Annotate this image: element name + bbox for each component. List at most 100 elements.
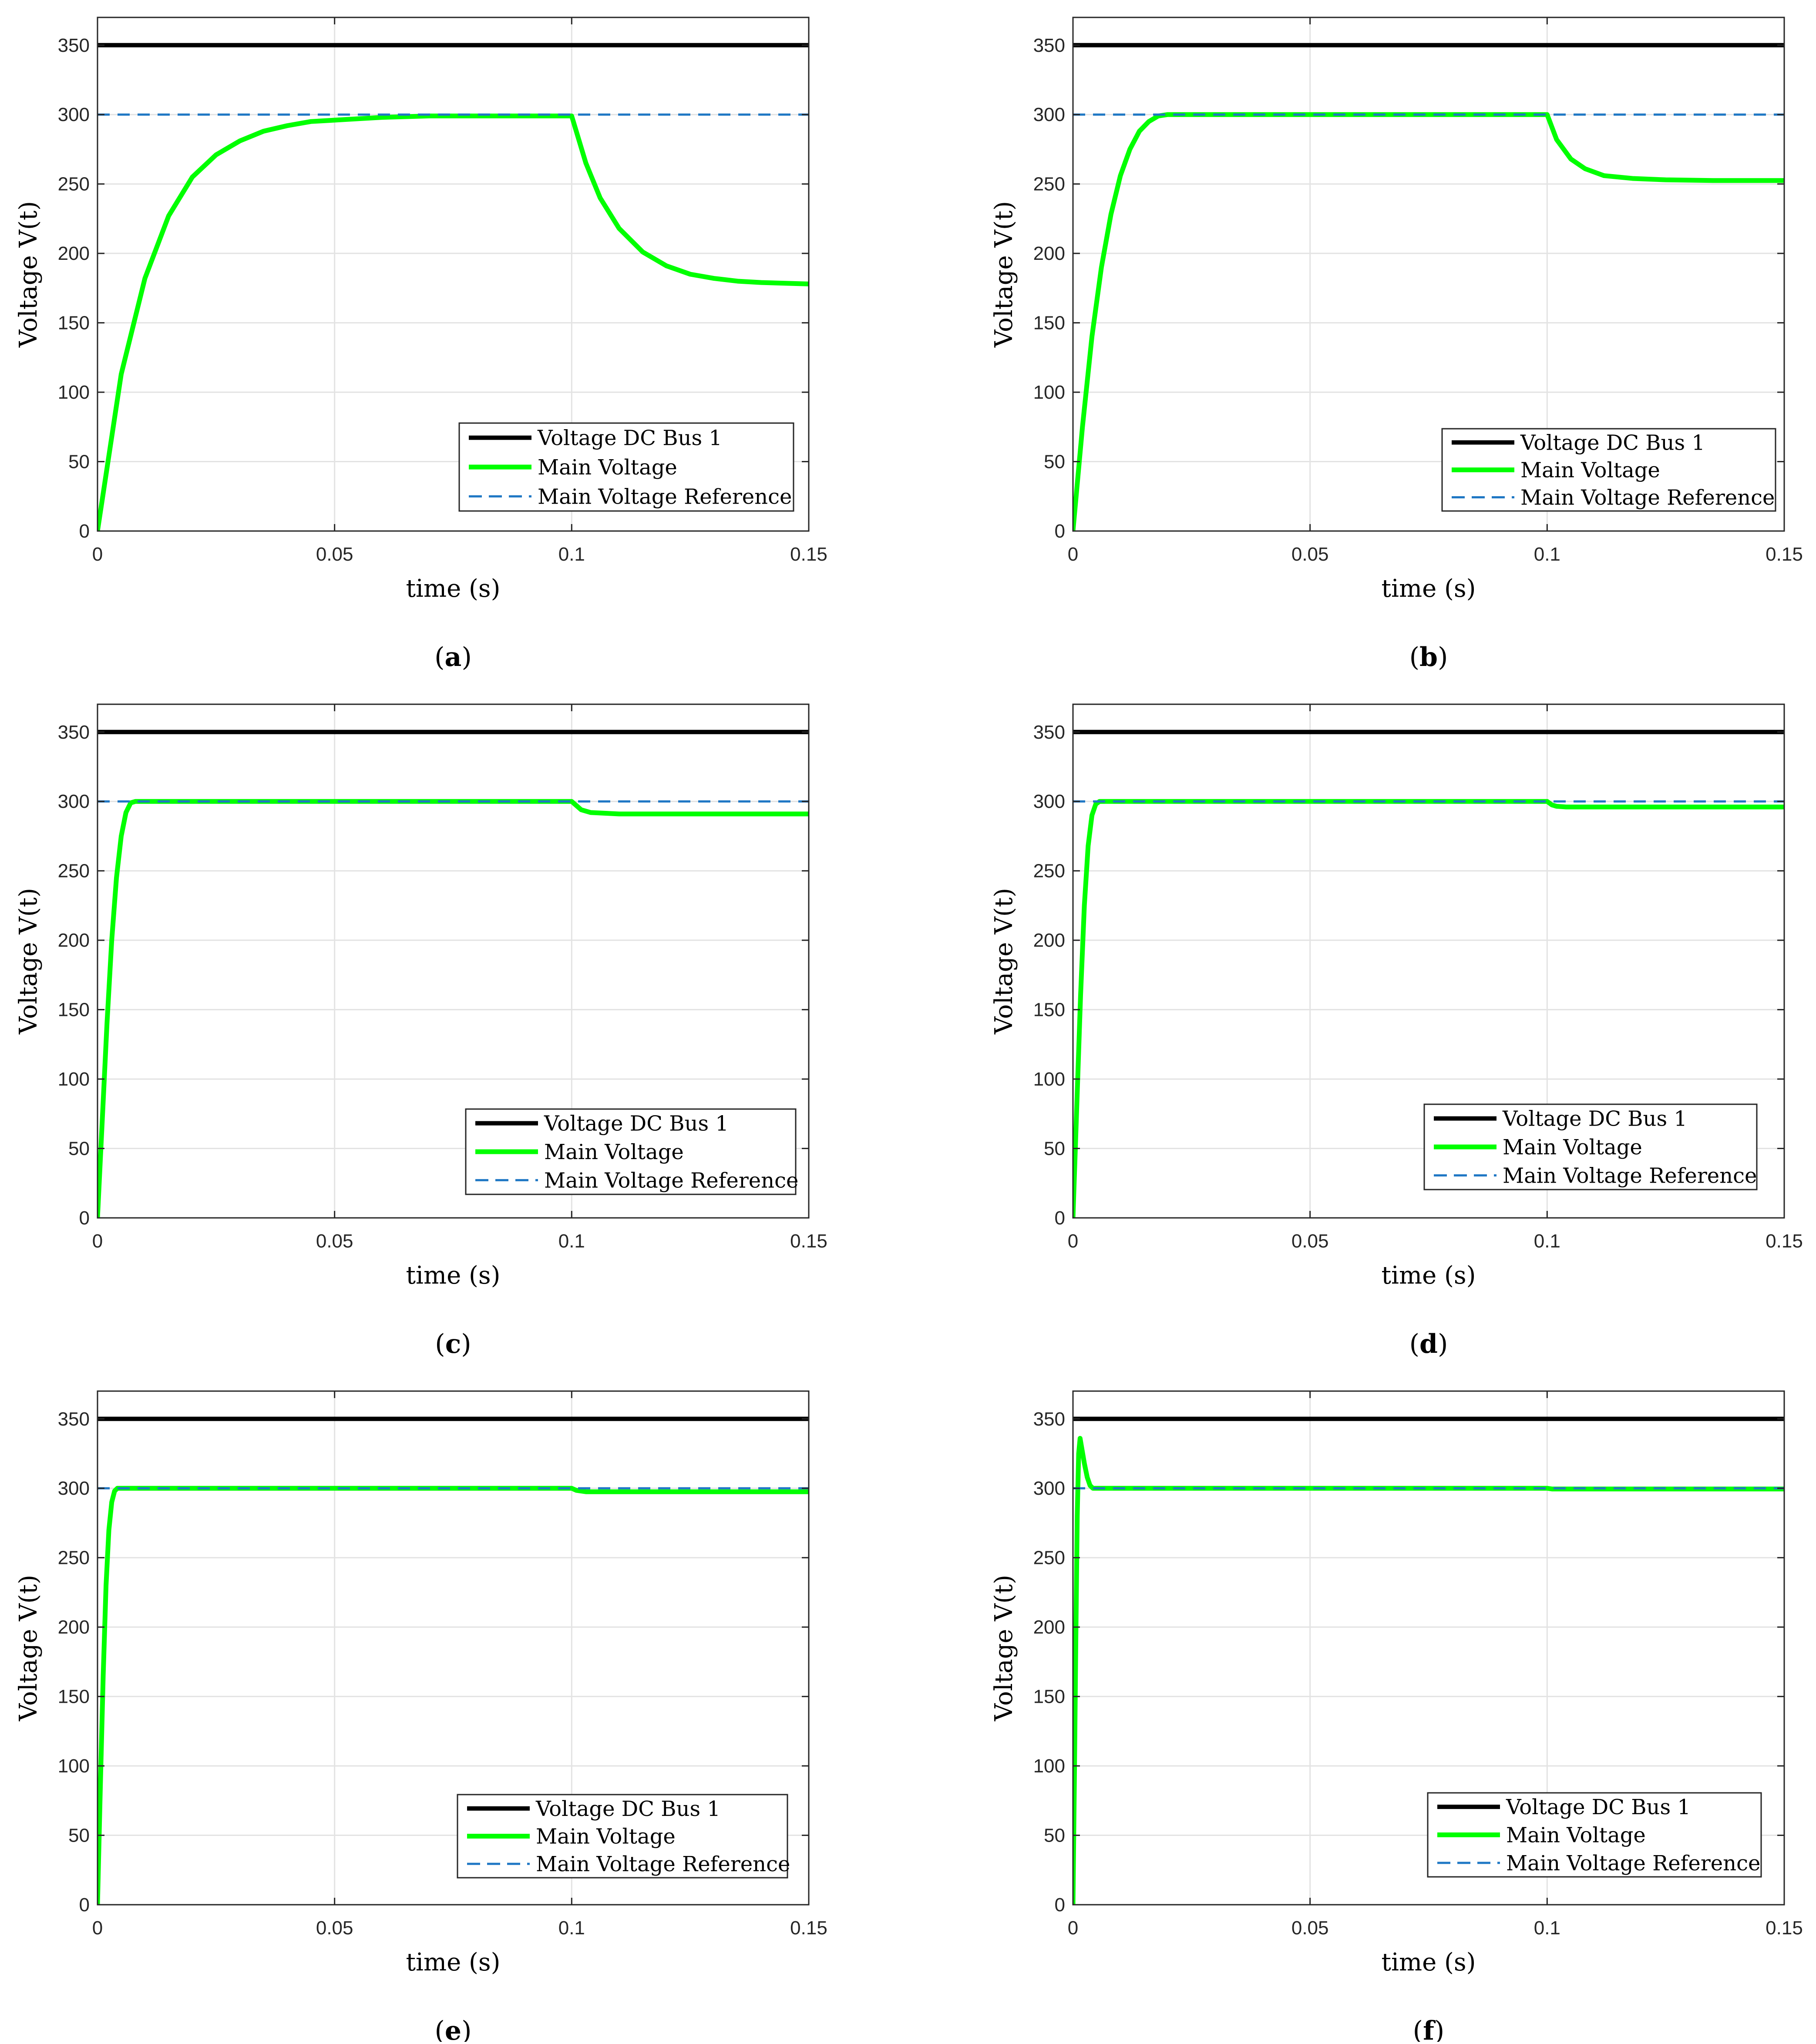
y-tick-label: 300 bbox=[58, 1478, 90, 1499]
legend-label: Main Voltage bbox=[1503, 1135, 1642, 1160]
caption-open-paren: ( bbox=[1413, 2016, 1423, 2042]
y-tick-label: 150 bbox=[58, 1686, 90, 1708]
x-tick-label: 0.1 bbox=[1534, 1917, 1560, 1939]
legend-label: Main Voltage Reference bbox=[1503, 1163, 1757, 1188]
caption-close-paren: ) bbox=[1438, 1329, 1448, 1359]
x-tick-label: 0.15 bbox=[1766, 1917, 1803, 1939]
x-tick-label: 0.05 bbox=[316, 1230, 353, 1252]
y-tick-label: 50 bbox=[1044, 451, 1065, 473]
axes-box bbox=[1072, 703, 1785, 1219]
axes-box bbox=[97, 1390, 810, 1906]
panel-caption: (e) bbox=[434, 2016, 471, 2042]
x-tick-label: 0 bbox=[92, 1230, 103, 1252]
y-tick-label: 200 bbox=[58, 1617, 90, 1638]
chart-panel-e: 0 0.05 0.1 0.15 0 50 100 150 200 250 300 350 time (s… bbox=[14, 1390, 827, 2044]
x-tick-label: 0.15 bbox=[790, 1917, 827, 1939]
legend-label: Voltage DC Bus 1 bbox=[537, 426, 722, 450]
axes-box bbox=[1072, 17, 1785, 532]
x-tick-label: 0.1 bbox=[1534, 544, 1560, 565]
legend-label: Main Voltage Reference bbox=[544, 1168, 798, 1193]
legend-label: Main Voltage Reference bbox=[1506, 1851, 1760, 1876]
y-tick-label: 100 bbox=[58, 1069, 90, 1090]
chart-panel-a: 0 0.05 0.1 0.15 0 50 100 150 200 250 300 350 time (s… bbox=[14, 17, 827, 672]
y-axis-label: Voltage V(t) bbox=[990, 1575, 1018, 1721]
legend: Voltage DC Bus 1 Main Voltage Main Voltage… bbox=[1423, 1103, 1758, 1190]
legend: Voltage DC Bus 1 Main Voltage Main Voltage… bbox=[1427, 1792, 1762, 1878]
legend-label: Voltage DC Bus 1 bbox=[544, 1112, 729, 1136]
legend-label: Voltage DC Bus 1 bbox=[535, 1797, 720, 1821]
legend-label: Main Voltage bbox=[536, 1825, 676, 1849]
legend-label: Main Voltage Reference bbox=[1520, 486, 1775, 510]
y-tick-label: 0 bbox=[79, 521, 90, 542]
y-tick-label: 0 bbox=[1055, 1894, 1065, 1916]
y-tick-label: 350 bbox=[58, 1409, 90, 1430]
series-group bbox=[1073, 730, 1784, 1218]
caption-letter: d bbox=[1419, 1329, 1438, 1359]
y-tick-label: 0 bbox=[79, 1894, 90, 1916]
y-tick-label: 200 bbox=[58, 930, 90, 951]
series-group bbox=[98, 1416, 809, 1905]
y-tick-label: 250 bbox=[1033, 861, 1065, 882]
caption-letter: c bbox=[445, 1329, 461, 1359]
caption-letter: b bbox=[1419, 642, 1438, 672]
y-axis-label: Voltage V(t) bbox=[14, 1575, 43, 1721]
chart-panel-b: 0 0.05 0.1 0.15 0 50 100 150 200 250 300 350 time (s… bbox=[990, 17, 1803, 672]
axes-box bbox=[97, 17, 810, 532]
caption-open-paren: ( bbox=[435, 1329, 445, 1359]
y-tick-label: 350 bbox=[1033, 35, 1065, 56]
legend-label: Voltage DC Bus 1 bbox=[1506, 1795, 1691, 1819]
x-tick-label: 0.1 bbox=[1534, 1230, 1560, 1252]
y-tick-label: 250 bbox=[58, 174, 90, 195]
x-tick-label: 0 bbox=[1068, 1917, 1078, 1939]
panel-caption: (a) bbox=[434, 642, 472, 672]
y-tick-label: 100 bbox=[58, 382, 90, 403]
series-line-main bbox=[98, 1486, 809, 1905]
y-tick-label: 150 bbox=[1033, 313, 1065, 334]
legend: Voltage DC Bus 1 Main Voltage Main Voltage… bbox=[1441, 428, 1776, 512]
y-tick-label: 50 bbox=[68, 451, 90, 473]
y-tick-label: 150 bbox=[58, 313, 90, 334]
x-tick-label: 0.05 bbox=[1291, 1917, 1329, 1939]
y-tick-label: 50 bbox=[1044, 1138, 1065, 1160]
y-tick-label: 100 bbox=[1033, 1755, 1065, 1777]
x-tick-label: 0.15 bbox=[790, 544, 827, 565]
legend-label: Main Voltage bbox=[544, 1140, 684, 1164]
series-line-main bbox=[98, 799, 809, 1218]
y-tick-label: 300 bbox=[58, 104, 90, 125]
y-tick-label: 50 bbox=[1044, 1825, 1065, 1846]
caption-close-paren: ) bbox=[1438, 642, 1448, 672]
x-tick-label: 0.05 bbox=[1291, 1230, 1329, 1252]
x-tick-label: 0.1 bbox=[558, 544, 585, 565]
x-tick-label: 0 bbox=[92, 544, 103, 565]
caption-close-paren: ) bbox=[461, 1329, 471, 1359]
x-tick-label: 0.05 bbox=[316, 544, 353, 565]
caption-open-paren: ( bbox=[434, 642, 444, 672]
x-axis-label: time (s) bbox=[406, 575, 501, 603]
series-group bbox=[98, 43, 809, 531]
x-tick-label: 0 bbox=[1068, 544, 1078, 565]
y-tick-label: 300 bbox=[1033, 104, 1065, 125]
y-tick-label: 250 bbox=[58, 1547, 90, 1569]
x-axis-label: time (s) bbox=[406, 1948, 501, 1977]
legend: Voltage DC Bus 1 Main Voltage Main Voltage… bbox=[465, 1108, 798, 1195]
y-axis-label: Voltage V(t) bbox=[990, 201, 1018, 348]
x-tick-label: 0.1 bbox=[558, 1917, 585, 1939]
caption-close-paren: ) bbox=[461, 642, 471, 672]
legend-label: Main Voltage bbox=[1520, 458, 1660, 483]
caption-letter: f bbox=[1423, 2016, 1436, 2042]
y-tick-label: 300 bbox=[1033, 1478, 1065, 1499]
panel-caption: (f) bbox=[1413, 2016, 1445, 2042]
caption-open-paren: ( bbox=[434, 2016, 444, 2042]
y-tick-label: 200 bbox=[1033, 1617, 1065, 1638]
y-tick-label: 100 bbox=[58, 1755, 90, 1777]
legend-label: Main Voltage Reference bbox=[538, 484, 792, 509]
legend-label: Voltage DC Bus 1 bbox=[1520, 431, 1705, 455]
x-axis-label: time (s) bbox=[406, 1261, 501, 1290]
chart-panel-d: 0 0.05 0.1 0.15 0 50 100 150 200 250 300 350 time (s… bbox=[990, 703, 1803, 1359]
y-tick-label: 200 bbox=[1033, 930, 1065, 951]
y-tick-label: 350 bbox=[58, 35, 90, 56]
series-line-main bbox=[1073, 799, 1784, 1218]
x-tick-label: 0.15 bbox=[1766, 1230, 1803, 1252]
